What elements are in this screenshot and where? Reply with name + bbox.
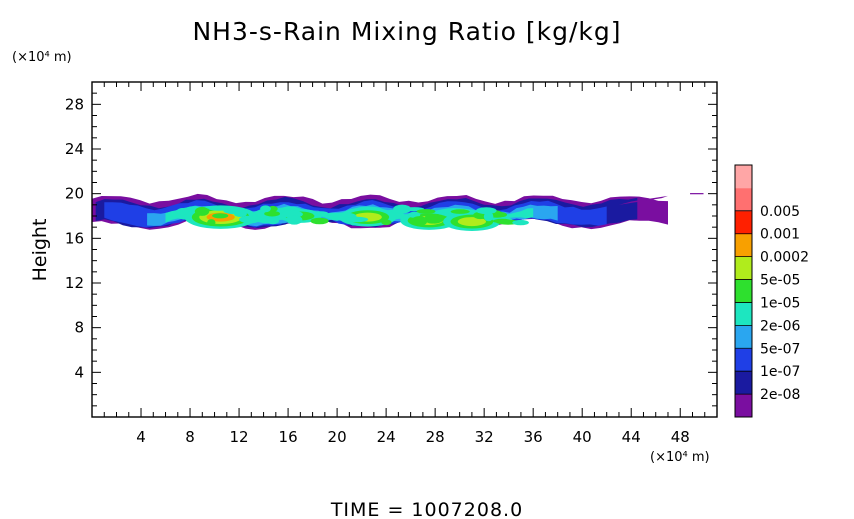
field-patch <box>313 211 329 217</box>
colorbar-label: 5e-07 <box>760 341 800 357</box>
field-patch <box>483 211 494 222</box>
field-wisp <box>618 195 668 205</box>
x-tick-label: 32 <box>475 428 494 446</box>
field-patch <box>476 207 497 215</box>
x-tick-label: 12 <box>230 428 249 446</box>
x-tick-label: 40 <box>573 428 592 446</box>
field-patch <box>239 215 262 224</box>
field-patch <box>381 219 392 226</box>
field-patch <box>260 205 271 213</box>
x-tick-label: 24 <box>377 428 396 446</box>
x-tick-label: 8 <box>185 428 195 446</box>
field-patch <box>393 204 412 214</box>
colorbar-swatch <box>735 210 752 235</box>
y-tick-label: 20 <box>65 185 84 203</box>
time-label: TIME = 1007208.0 <box>330 499 523 519</box>
colorbar-swatch <box>735 348 752 372</box>
field-patch <box>512 219 529 226</box>
colorbar-label: 2e-06 <box>760 318 800 334</box>
colorbar-label: 5e-05 <box>760 273 800 289</box>
y-tick-label: 8 <box>74 319 84 337</box>
field-patch <box>492 218 512 224</box>
field-core <box>457 217 487 227</box>
x-tick-label: 20 <box>328 428 347 446</box>
y-tick-label: 16 <box>65 229 84 247</box>
field-patch <box>255 211 265 217</box>
colorbar-swatch <box>735 302 752 326</box>
colorbar-swatch <box>735 279 752 303</box>
field-patch <box>416 209 436 214</box>
x-tick-label: 36 <box>524 428 543 446</box>
x-tick-label: 48 <box>671 428 690 446</box>
field-patch <box>346 216 369 223</box>
y-tick-label: 24 <box>65 140 84 158</box>
field-patch <box>286 215 303 225</box>
field-patch <box>264 210 280 217</box>
colorbar-frame <box>734 164 753 418</box>
x-axis-unit: (×10⁴ m) <box>650 450 710 465</box>
y-tick-label: 4 <box>74 363 84 381</box>
field-patch <box>223 206 243 215</box>
colorbar-swatch <box>735 187 752 212</box>
colorbar-label: 1e-07 <box>760 364 800 380</box>
x-tick-label: 4 <box>136 428 146 446</box>
colorbar: 2e-08 1e-07 5e-07 2e-06 1e-05 5e-05 0.0002 0.00… <box>734 164 809 418</box>
y-tick-label: 12 <box>65 274 84 292</box>
x-tick-label: 16 <box>279 428 298 446</box>
field-patch <box>212 213 229 219</box>
chart-title: NH3-s-Rain Mixing Ratio [kg/kg] <box>192 17 621 46</box>
x-tick-label: 44 <box>622 428 641 446</box>
colorbar-swatch <box>735 256 752 280</box>
y-axis-unit: (×10⁴ m) <box>12 50 72 65</box>
field-patch <box>450 209 470 214</box>
colorbar-swatch <box>735 394 752 418</box>
field-patch <box>310 217 329 225</box>
plot-frame <box>91 81 718 418</box>
colorbar-swatch <box>735 325 752 349</box>
colorbar-label: 0.005 <box>760 204 800 220</box>
y-tick-label: 28 <box>65 95 84 113</box>
colorbar-swatch <box>735 371 752 395</box>
field-layer <box>92 193 704 231</box>
field-patch <box>266 216 280 225</box>
colorbar-swatch <box>735 233 752 258</box>
colorbar-label: 2e-08 <box>760 387 800 403</box>
colorbar-label: 1e-05 <box>760 295 800 311</box>
y-axis-label: Height <box>29 219 51 282</box>
field-patch <box>176 208 189 216</box>
x-tick-label: 28 <box>426 428 445 446</box>
field-patch <box>411 216 428 226</box>
field-patch <box>268 205 278 212</box>
colorbar-swatch <box>735 165 752 189</box>
field-patch <box>194 206 210 216</box>
field-patch <box>424 213 440 224</box>
field-patch <box>207 219 216 226</box>
colorbar-label: 0.0002 <box>760 250 809 266</box>
colorbar-label: 0.001 <box>760 227 800 243</box>
